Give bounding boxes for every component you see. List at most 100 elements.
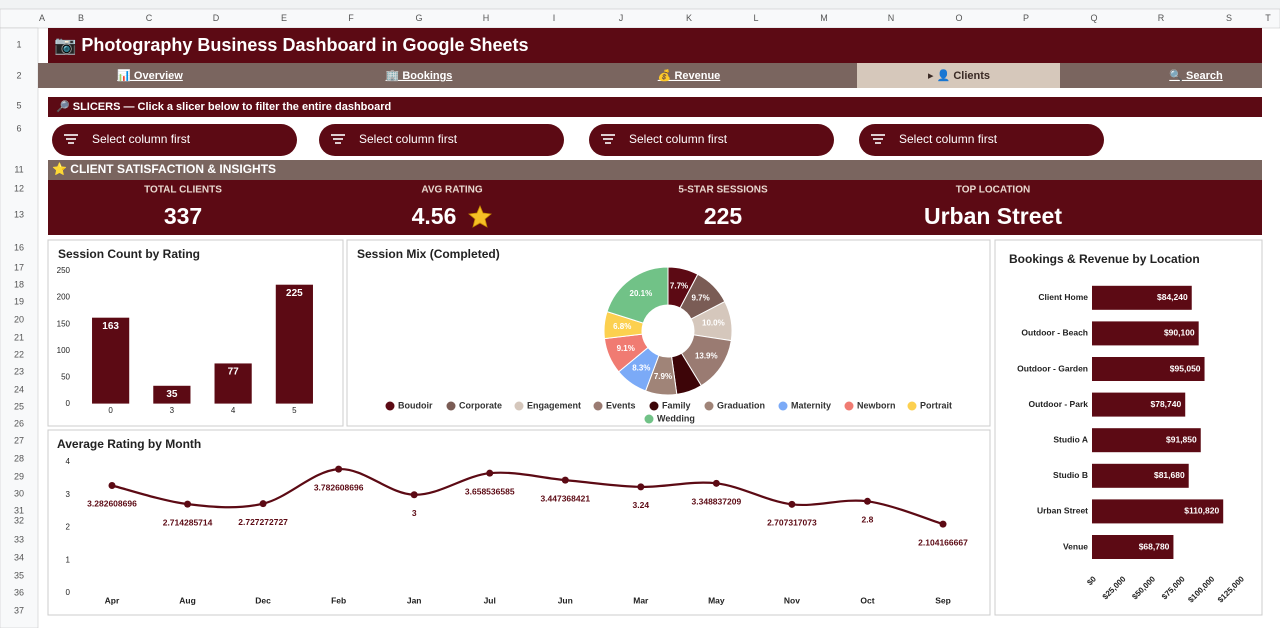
column-header: O <box>955 13 962 23</box>
row-header: 32 <box>14 515 24 525</box>
bar-value-label: $90,100 <box>1164 328 1195 338</box>
nav-tab[interactable]: 📊 Overview <box>117 69 183 82</box>
row-header: 35 <box>14 570 24 580</box>
x-tick-label: Aug <box>179 595 196 605</box>
x-tick-label: May <box>708 595 725 605</box>
point-label: 3.658536585 <box>465 486 515 496</box>
column-header: B <box>78 13 84 23</box>
column-header: F <box>348 13 354 23</box>
slicer-label[interactable]: Select column first <box>899 132 998 146</box>
column-header: N <box>888 13 895 23</box>
column-header: S <box>1226 13 1232 23</box>
chart-frame <box>47 429 991 616</box>
bar <box>91 316 131 405</box>
y-tick-label: Venue <box>1063 541 1088 551</box>
bar <box>1092 428 1201 453</box>
legend-label: Engagement <box>527 400 581 410</box>
chart-title: Session Count by Rating <box>58 247 200 261</box>
line-point <box>259 500 267 508</box>
legend-label: Portrait <box>920 400 952 410</box>
y-tick-label: Urban Street <box>1037 506 1088 516</box>
tab-bar <box>38 63 1262 88</box>
title-bar <box>48 28 1262 63</box>
column-header: T <box>1265 13 1271 23</box>
line-point <box>712 479 720 487</box>
line-point <box>788 500 796 508</box>
x-tick-label: Jan <box>407 595 422 605</box>
y-tick-label: 3 <box>66 490 71 499</box>
line-point <box>108 481 116 489</box>
bar-value-label: $81,680 <box>1154 470 1185 480</box>
row-header: 5 <box>16 100 21 110</box>
slice-label: 7.7% <box>670 281 688 290</box>
slicer[interactable] <box>52 124 297 156</box>
bar <box>1092 392 1186 417</box>
y-tick-label: 150 <box>57 319 71 328</box>
x-tick-label: Nov <box>784 595 800 605</box>
legend-label: Maternity <box>791 400 831 410</box>
legend-swatch <box>778 401 788 411</box>
slicer-label[interactable]: Select column first <box>92 132 191 146</box>
slicer[interactable] <box>319 124 564 156</box>
slicer-title: 🔎 SLICERS — Click a slicer below to filt… <box>56 99 391 113</box>
legend-swatch <box>385 401 395 411</box>
legend-swatch <box>593 401 603 411</box>
x-tick-label: Jun <box>558 595 573 605</box>
y-tick-label: Outdoor - Beach <box>1021 328 1088 338</box>
point-label: 3.782608696 <box>314 482 364 492</box>
legend-swatch <box>704 401 714 411</box>
row-header: 22 <box>14 349 24 359</box>
x-tick-label: Sep <box>935 595 951 605</box>
line-point <box>637 483 645 491</box>
y-tick-label: 50 <box>61 373 70 382</box>
row-header: 11 <box>14 164 23 174</box>
point-label: 3 <box>412 508 417 518</box>
point-label: 3.282608696 <box>87 499 137 509</box>
kpi-band <box>48 180 1262 235</box>
active-tab-bg <box>857 63 1060 88</box>
nav-tab[interactable]: 💰 Revenue <box>658 69 721 82</box>
bar-value-label: $110,820 <box>1184 506 1219 516</box>
bar <box>1092 285 1192 310</box>
slicer-label[interactable]: Select column first <box>359 132 458 146</box>
legend-label: Family <box>662 400 691 410</box>
slicer-label[interactable]: Select column first <box>629 132 728 146</box>
nav-tab[interactable]: 🔍 Search <box>1169 68 1223 82</box>
y-tick-label: 0 <box>66 588 71 597</box>
column-header: Q <box>1090 13 1097 23</box>
legend-swatch <box>649 401 659 411</box>
x-tick-label: Jul <box>484 595 496 605</box>
y-tick-label: Outdoor - Park <box>1028 399 1088 409</box>
slicer[interactable] <box>859 124 1104 156</box>
row-header: 1 <box>16 39 21 49</box>
row-header: 33 <box>14 534 24 544</box>
row-header: 37 <box>14 605 24 615</box>
row-header-bar <box>0 27 39 628</box>
bar-value-label: $68,780 <box>1139 541 1170 551</box>
row-header: 30 <box>14 488 24 498</box>
bar <box>1092 535 1174 559</box>
point-label: 2.707317073 <box>767 518 817 528</box>
y-tick-label: Client Home <box>1038 292 1088 302</box>
nav-tab[interactable]: ▸ 👤 Clients <box>928 69 990 82</box>
legend-swatch <box>907 401 917 411</box>
y-tick-label: 250 <box>57 266 71 275</box>
row-header: 20 <box>14 314 24 324</box>
slicer[interactable] <box>589 124 834 156</box>
row-header: 17 <box>14 262 24 272</box>
legend-label: Boudoir <box>398 400 433 410</box>
legend-label: Corporate <box>459 400 502 410</box>
row-header: 21 <box>14 332 24 342</box>
bar-value-label: 225 <box>286 288 303 299</box>
slice-label: 8.3% <box>632 364 650 373</box>
kpi-label: TOP LOCATION <box>956 185 1030 196</box>
point-label: 3.24 <box>633 500 650 510</box>
star-icon <box>468 204 492 228</box>
row-header: 28 <box>14 453 24 463</box>
row-header: 13 <box>14 209 24 219</box>
row-header: 19 <box>14 296 24 306</box>
bar-value-label: $91,850 <box>1166 434 1197 444</box>
nav-tab[interactable]: 🏢 Bookings <box>386 70 453 82</box>
bar-value-label: 163 <box>102 321 119 332</box>
x-tick-label: 4 <box>231 406 236 415</box>
